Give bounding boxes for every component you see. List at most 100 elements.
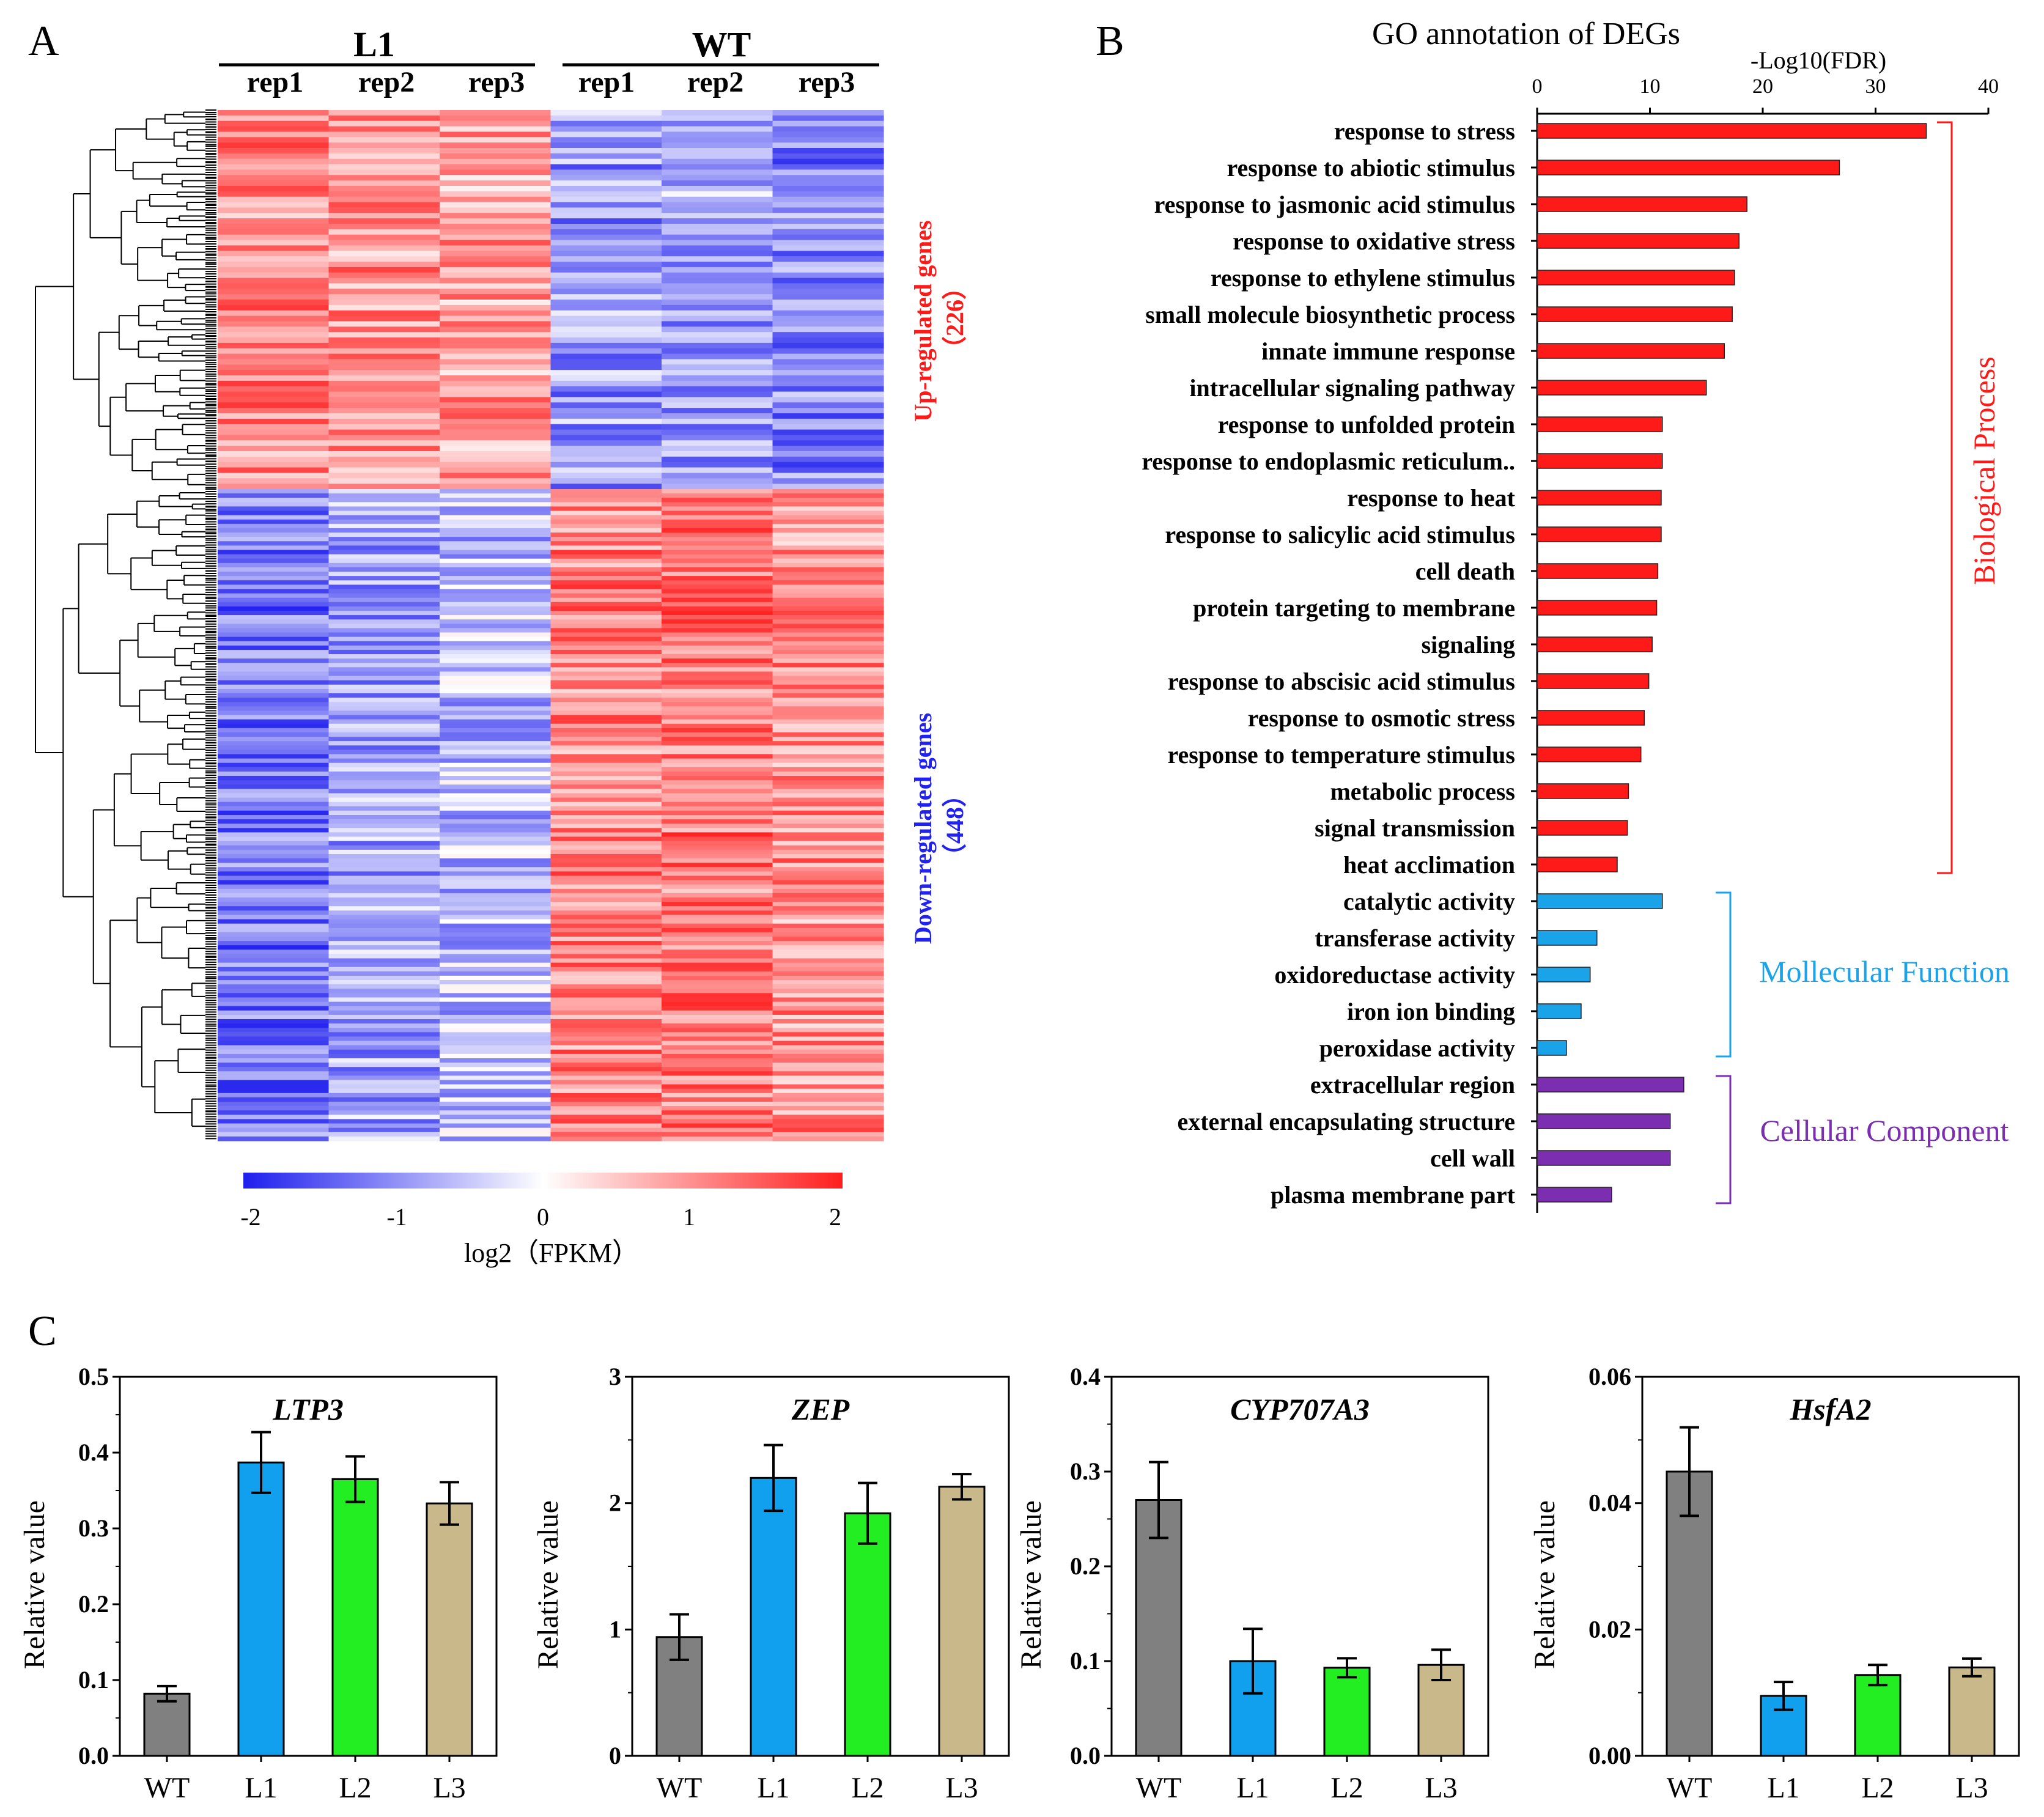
heatmap-cell [218,880,330,885]
heatmap-cell [440,1110,552,1115]
heatmap-cell [662,1001,773,1007]
heatmap-cell [328,375,440,381]
heatmap-cell [772,1110,884,1115]
heatmap-cell [772,984,884,989]
heatmap-cell [550,489,662,494]
heatmap-cell [440,337,552,344]
heatmap-cell [218,1001,330,1007]
heatmap-panel: L1 WT rep1 rep2 rep3 rep1 rep2 rep3 Up-r… [35,24,969,1268]
heatmap-cell [550,584,662,590]
heatmap-cell [218,353,330,360]
heatmap-cell [218,550,330,555]
heatmap-cell [550,698,662,702]
heatmap-cell [772,137,884,143]
heatmap-cell [550,824,662,828]
heatmap-cell [550,863,662,868]
heatmap-cell [218,175,330,181]
heatmap-cell [328,802,440,807]
heatmap-cell [550,802,662,807]
heatmap-cell [218,375,330,381]
heatmap-cell [440,858,552,863]
heatmap-cell [550,645,662,651]
heatmap-cell [328,562,440,568]
heatmap-cell [218,975,330,981]
heatmap-cell [440,424,552,430]
heatmap-cell [440,523,552,529]
heatmap-cell [662,1063,773,1067]
heatmap-cell [218,615,330,620]
x-tick-label: L2 [1861,1772,1894,1804]
heatmap-cell [440,728,552,733]
heatmap-cell [662,624,773,629]
heatmap-cell [328,888,440,894]
go-category-label: response to salicylic acid stimulus [1165,521,1515,548]
heatmap-cell [440,370,552,376]
heatmap-cell [772,849,884,855]
go-bars: response to stress response to abiotic st… [1142,117,1927,1209]
heatmap-cell [772,364,884,370]
heatmap-cell [662,645,773,651]
heatmap-cell [550,1075,662,1081]
heatmap-cell [772,1093,884,1098]
heatmap-cell [772,429,884,436]
heatmap-cell [772,580,884,585]
heatmap-cell [550,906,662,911]
heatmap-cell [328,272,440,279]
heatmap-cell [440,632,552,638]
heatmap-cell [772,732,884,737]
heatmap-cell [328,1036,440,1042]
go-bar [1537,270,1735,286]
heatmap-cell [218,845,330,850]
heatmap-cell [550,967,662,972]
heatmap-cell [550,321,662,327]
heatmap-cell [772,836,884,842]
heatmap-cell [328,632,440,638]
heatmap-cell [218,148,330,154]
heatmap-cell [440,1041,552,1046]
heatmap-cell [662,435,773,441]
heatmap-cell [550,256,662,262]
heatmap-cell [772,949,884,955]
heatmap-cell [772,424,884,430]
panel-label-c: C [28,1308,57,1355]
heatmap-cell [218,1071,330,1076]
heatmap-cell [662,971,773,976]
heatmap-cell [218,484,330,490]
heatmap-cell [772,684,884,690]
heatmap-cell [218,589,330,594]
heatmap-cell [772,602,884,607]
heatmap-cell [772,245,884,251]
heatmap-cell [218,1036,330,1042]
heatmap-cell [772,815,884,820]
heatmap-cell [772,1067,884,1072]
heatmap-cell [328,213,440,219]
heatmap-cell [772,636,884,642]
heatmap-cell [218,619,330,624]
heatmap-cell [550,1041,662,1046]
go-bar [1537,1003,1582,1019]
heatmap-cell [218,1115,330,1120]
heatmap-cell [662,218,773,224]
heatmap-cell [328,256,440,262]
heatmap-cell [218,710,330,716]
heatmap-cell [328,684,440,690]
heatmap-cell [550,884,662,890]
heatmap-cell [440,702,552,707]
heatmap-cell [662,332,773,338]
heatmap-cell [772,663,884,668]
heatmap-cell [662,802,773,807]
heatmap-cell [328,519,440,525]
heatmap-cell [328,300,440,306]
heatmap-cell [550,758,662,764]
heatmap-cell [662,897,773,902]
heatmap-cell [550,353,662,360]
heatmap-cell [328,993,440,998]
heatmap-cell [662,676,773,681]
heatmap-cell [440,1075,552,1081]
heatmap-cell [218,240,330,246]
heatmap-cell [772,810,884,816]
heatmap-cell [772,240,884,246]
heatmap-cell [218,435,330,441]
heatmap-cell [550,234,662,241]
y-tick-label: 0.3 [1070,1458,1101,1485]
